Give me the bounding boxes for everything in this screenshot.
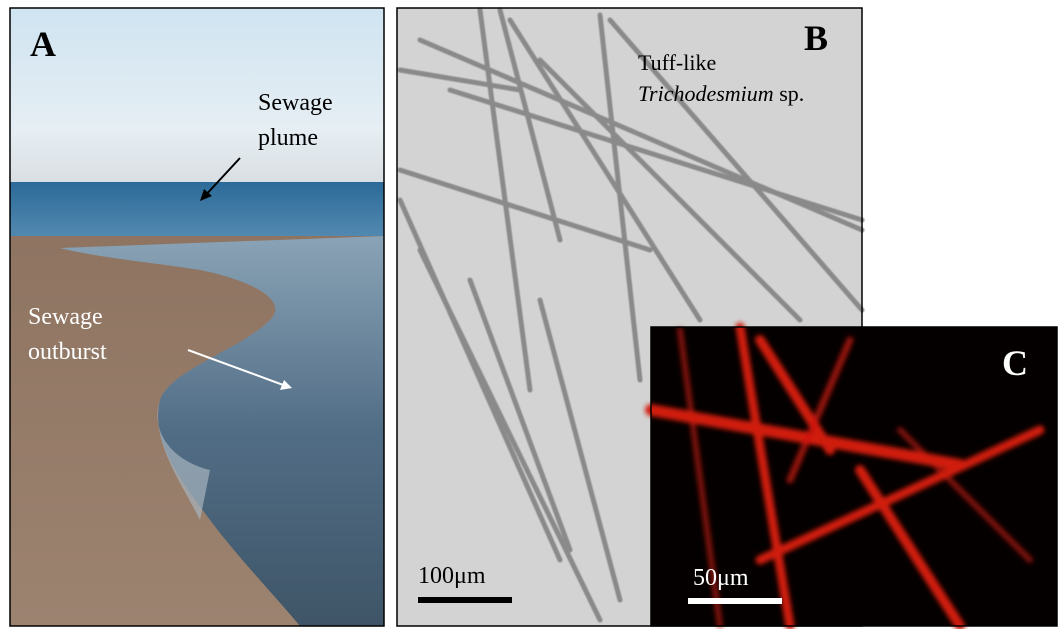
scale-bar (688, 598, 782, 604)
annotation-rest: sp. (779, 81, 804, 106)
scale-bar-label: 50μm (693, 565, 749, 591)
panel-label: C (1002, 343, 1028, 383)
annotation: Sewage (258, 90, 333, 116)
scale-bar (418, 597, 512, 603)
annotation-italic: Trichodesmium (638, 81, 774, 106)
panel-label: A (30, 24, 56, 64)
annotation: outburst (28, 339, 107, 365)
annotation: Sewage (28, 304, 103, 330)
figure: A Sewage plume Sewage outburst B (0, 0, 1059, 629)
annotation: Trichodesmium sp. (638, 81, 804, 106)
annotation: plume (258, 125, 318, 151)
panel-a: A Sewage plume Sewage outburst (10, 8, 384, 626)
panel-c: C 50μm (651, 327, 1057, 626)
annotation: Tuff-like (638, 50, 716, 75)
scale-bar-label: 100μm (418, 563, 486, 589)
panel-label: B (804, 18, 828, 58)
